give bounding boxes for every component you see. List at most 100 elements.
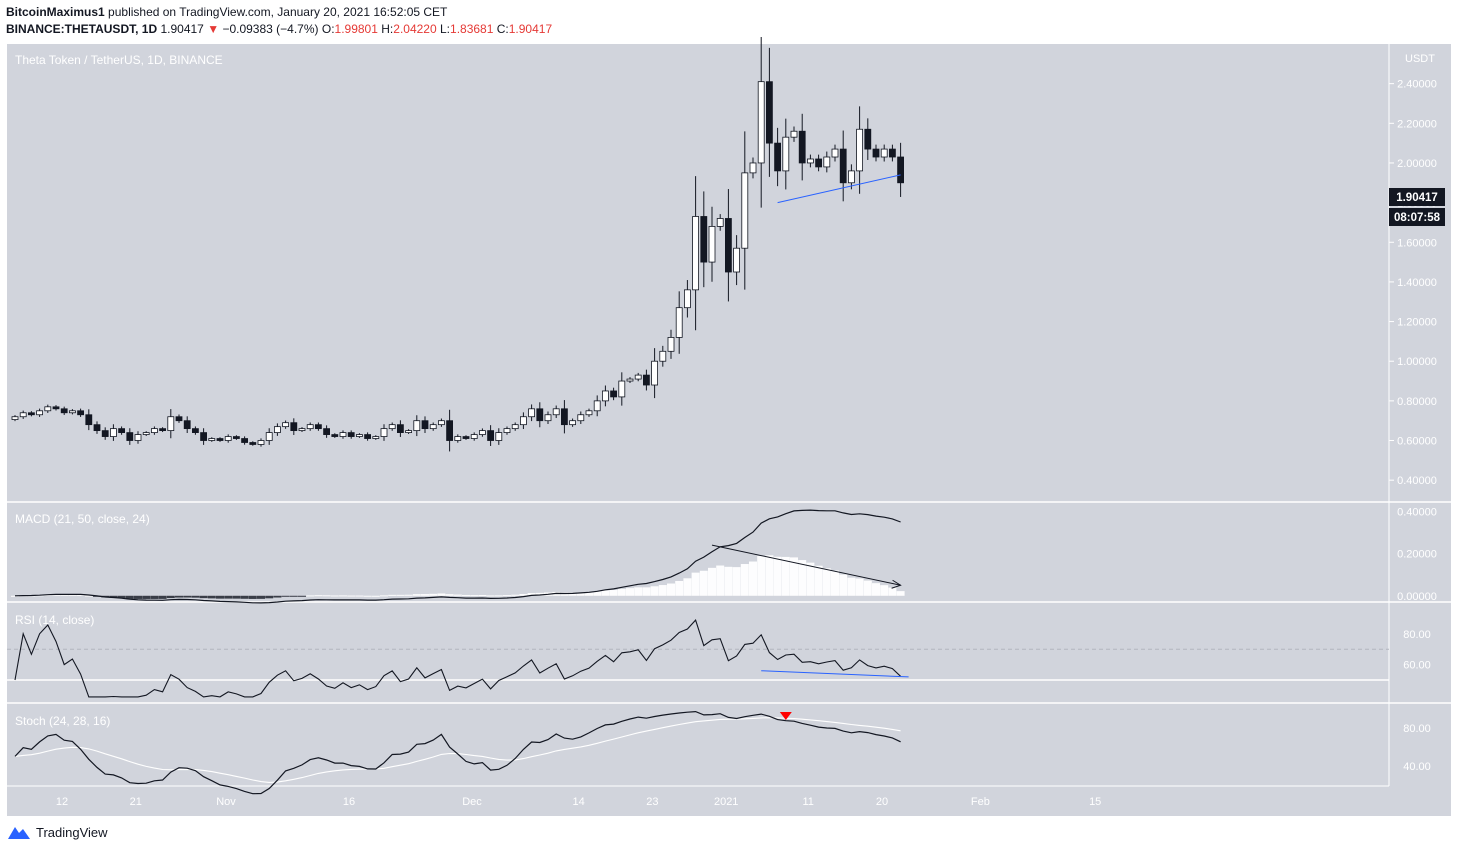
macd-hist-bar <box>421 594 429 596</box>
candle-up <box>618 380 626 398</box>
macd-hist-bar <box>183 595 192 598</box>
close-value: 1.90417 <box>508 22 553 36</box>
author-name[interactable]: BitcoinMaximus1 <box>6 5 105 19</box>
rsi-line <box>14 619 901 698</box>
candle-up <box>520 416 527 426</box>
candle-up <box>684 289 691 309</box>
macd-hist-bar <box>52 594 60 596</box>
macd-hist-bar <box>76 594 85 596</box>
candle-up <box>708 225 716 263</box>
candle-down <box>159 428 167 432</box>
candle-down <box>864 128 872 150</box>
macd-hist-bar <box>650 586 659 596</box>
candle-up <box>429 424 437 430</box>
macd-hist-bar <box>617 588 626 596</box>
low-value: 1.83681 <box>450 22 494 36</box>
time-tick-label: 21 <box>130 796 142 808</box>
tradingview-logo[interactable]: TradingView <box>6 824 108 840</box>
macd-hist-bar <box>134 595 142 599</box>
candle-up <box>511 424 519 430</box>
macd-hist-bar <box>757 555 766 596</box>
candle-down <box>216 438 224 441</box>
macd-hist-bar <box>11 595 19 597</box>
candle-up <box>675 307 683 338</box>
macd-hist-bar <box>642 587 651 596</box>
macd-hist-bar <box>240 595 249 599</box>
rsi-trendline <box>761 670 909 678</box>
candle-down <box>536 408 544 422</box>
currency-label: USDT <box>1405 53 1435 65</box>
macd-hist-bar <box>585 592 593 596</box>
candle-up <box>224 436 232 441</box>
macd-hist-bar <box>855 578 864 596</box>
macd-hist-bar <box>289 595 298 597</box>
time-tick-label: 16 <box>343 796 355 808</box>
candle-up <box>716 218 724 227</box>
down-arrow-icon: ▼ <box>207 22 220 36</box>
price-tick-label: 2.00000 <box>1397 158 1437 170</box>
open-value: 1.99801 <box>334 22 378 36</box>
price-trendline <box>777 174 901 204</box>
publish-info: published on TradingView.com, January 20… <box>108 5 448 19</box>
macd-hist-bar <box>519 593 528 596</box>
candle-down <box>897 156 904 184</box>
candle-down <box>200 432 208 441</box>
candle-up <box>577 414 585 422</box>
candle-up <box>659 350 667 362</box>
macd-hist-bar <box>798 560 807 596</box>
candle-up <box>634 374 642 380</box>
candle-up <box>273 426 281 433</box>
candle-down <box>290 422 298 432</box>
candle-up <box>757 81 765 164</box>
candle-up <box>790 130 798 138</box>
macd-hist-bar <box>708 567 716 596</box>
macd-hist-bar <box>486 595 495 597</box>
stoch-k-line <box>14 710 901 795</box>
macd-hist-bar <box>609 590 618 596</box>
candle-down <box>241 438 249 443</box>
macd-hist-bar <box>248 595 257 599</box>
header-publish-line: BitcoinMaximus1 published on TradingView… <box>6 5 447 19</box>
macd-hist-bar <box>355 595 364 597</box>
time-tick-label: 2021 <box>714 796 738 808</box>
candle-down <box>314 424 322 430</box>
macd-hist-bar <box>281 595 290 597</box>
candle-down <box>175 416 183 422</box>
time-tick-label: Feb <box>971 796 990 808</box>
candle-down <box>396 424 404 433</box>
macd-hist-bar <box>822 568 831 596</box>
candle-up <box>298 428 306 432</box>
candle-up <box>208 438 216 441</box>
macd-hist-bar <box>658 585 667 596</box>
candle-up <box>36 410 43 416</box>
chart-background <box>7 44 1451 816</box>
macd-hist-bar <box>60 594 69 596</box>
candle-up <box>593 400 601 412</box>
macd-hist-bar <box>339 595 347 597</box>
rsi-tick-label: 60.00 <box>1403 660 1431 672</box>
candle-up <box>355 434 363 437</box>
stoch-tick-label: 40.00 <box>1403 761 1431 773</box>
chart-title: Theta Token / TetherUS, 1D, BINANCE <box>15 53 223 67</box>
last-price: 1.90417 <box>160 22 204 36</box>
time-tick-label: 15 <box>1089 796 1101 808</box>
macd-hist-bar <box>683 578 692 596</box>
macd-hist-bar <box>790 557 798 596</box>
macd-hist-bar <box>478 595 487 597</box>
candle-down <box>700 216 708 263</box>
candle-down <box>118 428 125 433</box>
macd-hist-bar <box>142 595 151 599</box>
price-tick-label: 2.40000 <box>1397 79 1437 91</box>
macd-hist-bar <box>576 592 585 596</box>
macd-hist-bar <box>568 592 577 596</box>
symbol-name: BINANCE:THETAUSDT, 1D <box>6 22 158 36</box>
macd-hist-bar <box>535 592 544 596</box>
candle-up <box>282 422 290 428</box>
macd-hist-bar <box>462 594 470 596</box>
candle-down <box>610 390 617 398</box>
macd-tick-label: 0.20000 <box>1397 549 1437 561</box>
macd-hist-bar <box>166 595 175 599</box>
macd-hist-bar <box>503 595 511 597</box>
candle-up <box>265 432 273 441</box>
